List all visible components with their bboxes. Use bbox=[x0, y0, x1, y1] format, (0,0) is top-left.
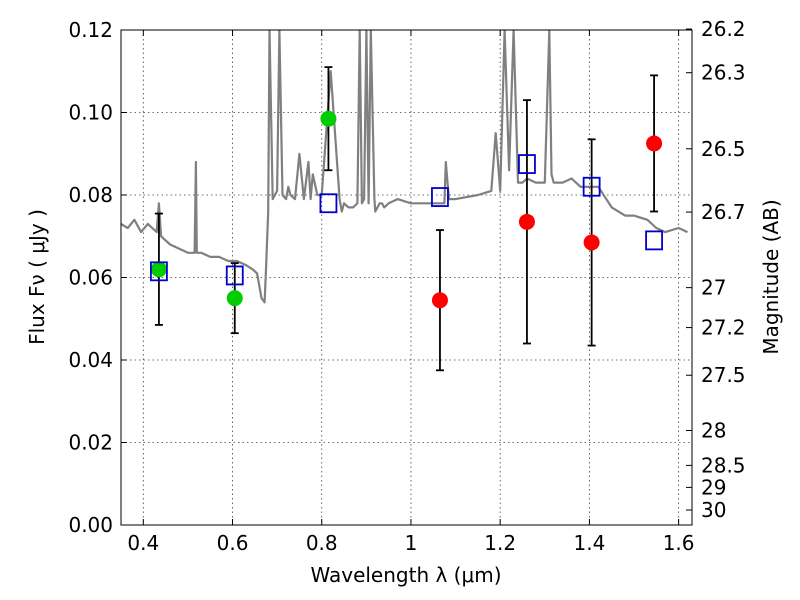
model-square bbox=[225, 265, 244, 286]
data-point bbox=[226, 290, 243, 307]
x-axis-title: Wavelength λ (μm) bbox=[310, 563, 501, 587]
spectrum-line bbox=[121, 30, 688, 304]
data-point bbox=[583, 234, 600, 251]
mag-tick-label: 29 bbox=[701, 475, 726, 499]
y-tick-label: 0.12 bbox=[68, 18, 113, 42]
x-tick-label: 1.6 bbox=[663, 531, 695, 555]
data-point bbox=[320, 110, 337, 127]
mag-tick-label: 28.5 bbox=[701, 453, 746, 477]
mag-tick-label: 27.2 bbox=[701, 316, 746, 340]
model-square bbox=[518, 154, 536, 174]
y-axis-title: Flux Fν ( μJy ) bbox=[25, 209, 49, 345]
x-tick-label: 0.8 bbox=[306, 531, 338, 555]
data-point bbox=[646, 135, 663, 152]
x-tick-label: 0.6 bbox=[217, 531, 249, 555]
model-square bbox=[150, 261, 168, 282]
y-tick-label: 0.02 bbox=[68, 431, 113, 455]
y-tick-label: 0.04 bbox=[68, 348, 113, 372]
data-point bbox=[431, 292, 448, 309]
model-square bbox=[319, 193, 338, 214]
y-tick-label: 0.08 bbox=[68, 183, 113, 207]
model-square bbox=[645, 230, 663, 251]
mag-tick-label: 26.5 bbox=[701, 137, 746, 161]
x-tick-label: 1 bbox=[405, 531, 418, 555]
data-layer bbox=[121, 30, 688, 304]
marker-layer bbox=[150, 66, 663, 372]
x-tick-label: 1.2 bbox=[484, 531, 516, 555]
mag-tick-label: 27 bbox=[701, 276, 726, 300]
model-square bbox=[582, 176, 601, 197]
y-tick-label: 0.00 bbox=[68, 513, 113, 537]
model-square bbox=[431, 187, 449, 207]
y-tick-label: 0.10 bbox=[68, 101, 113, 125]
mag-tick-label: 26.7 bbox=[701, 200, 746, 224]
data-point bbox=[150, 261, 167, 278]
y-tick-label: 0.06 bbox=[68, 266, 113, 290]
mag-tick-label: 30 bbox=[701, 498, 726, 522]
mag-tick-label: 26.2 bbox=[701, 17, 746, 41]
mag-tick-label: 26.3 bbox=[701, 61, 746, 85]
axes: 0.4 0.6 0.8 1 1.2 1.4 1.6 0.00 0.02 0.04 0.06 0.08 0… bbox=[68, 17, 745, 555]
x-tick-label: 0.4 bbox=[127, 531, 159, 555]
mag-tick-label: 27.5 bbox=[701, 363, 746, 387]
mag-tick-label: 28 bbox=[701, 419, 726, 443]
data-point bbox=[518, 213, 535, 230]
y2-axis-title: Magnitude (AB) bbox=[759, 199, 783, 354]
x-tick-label: 1.4 bbox=[573, 531, 605, 555]
